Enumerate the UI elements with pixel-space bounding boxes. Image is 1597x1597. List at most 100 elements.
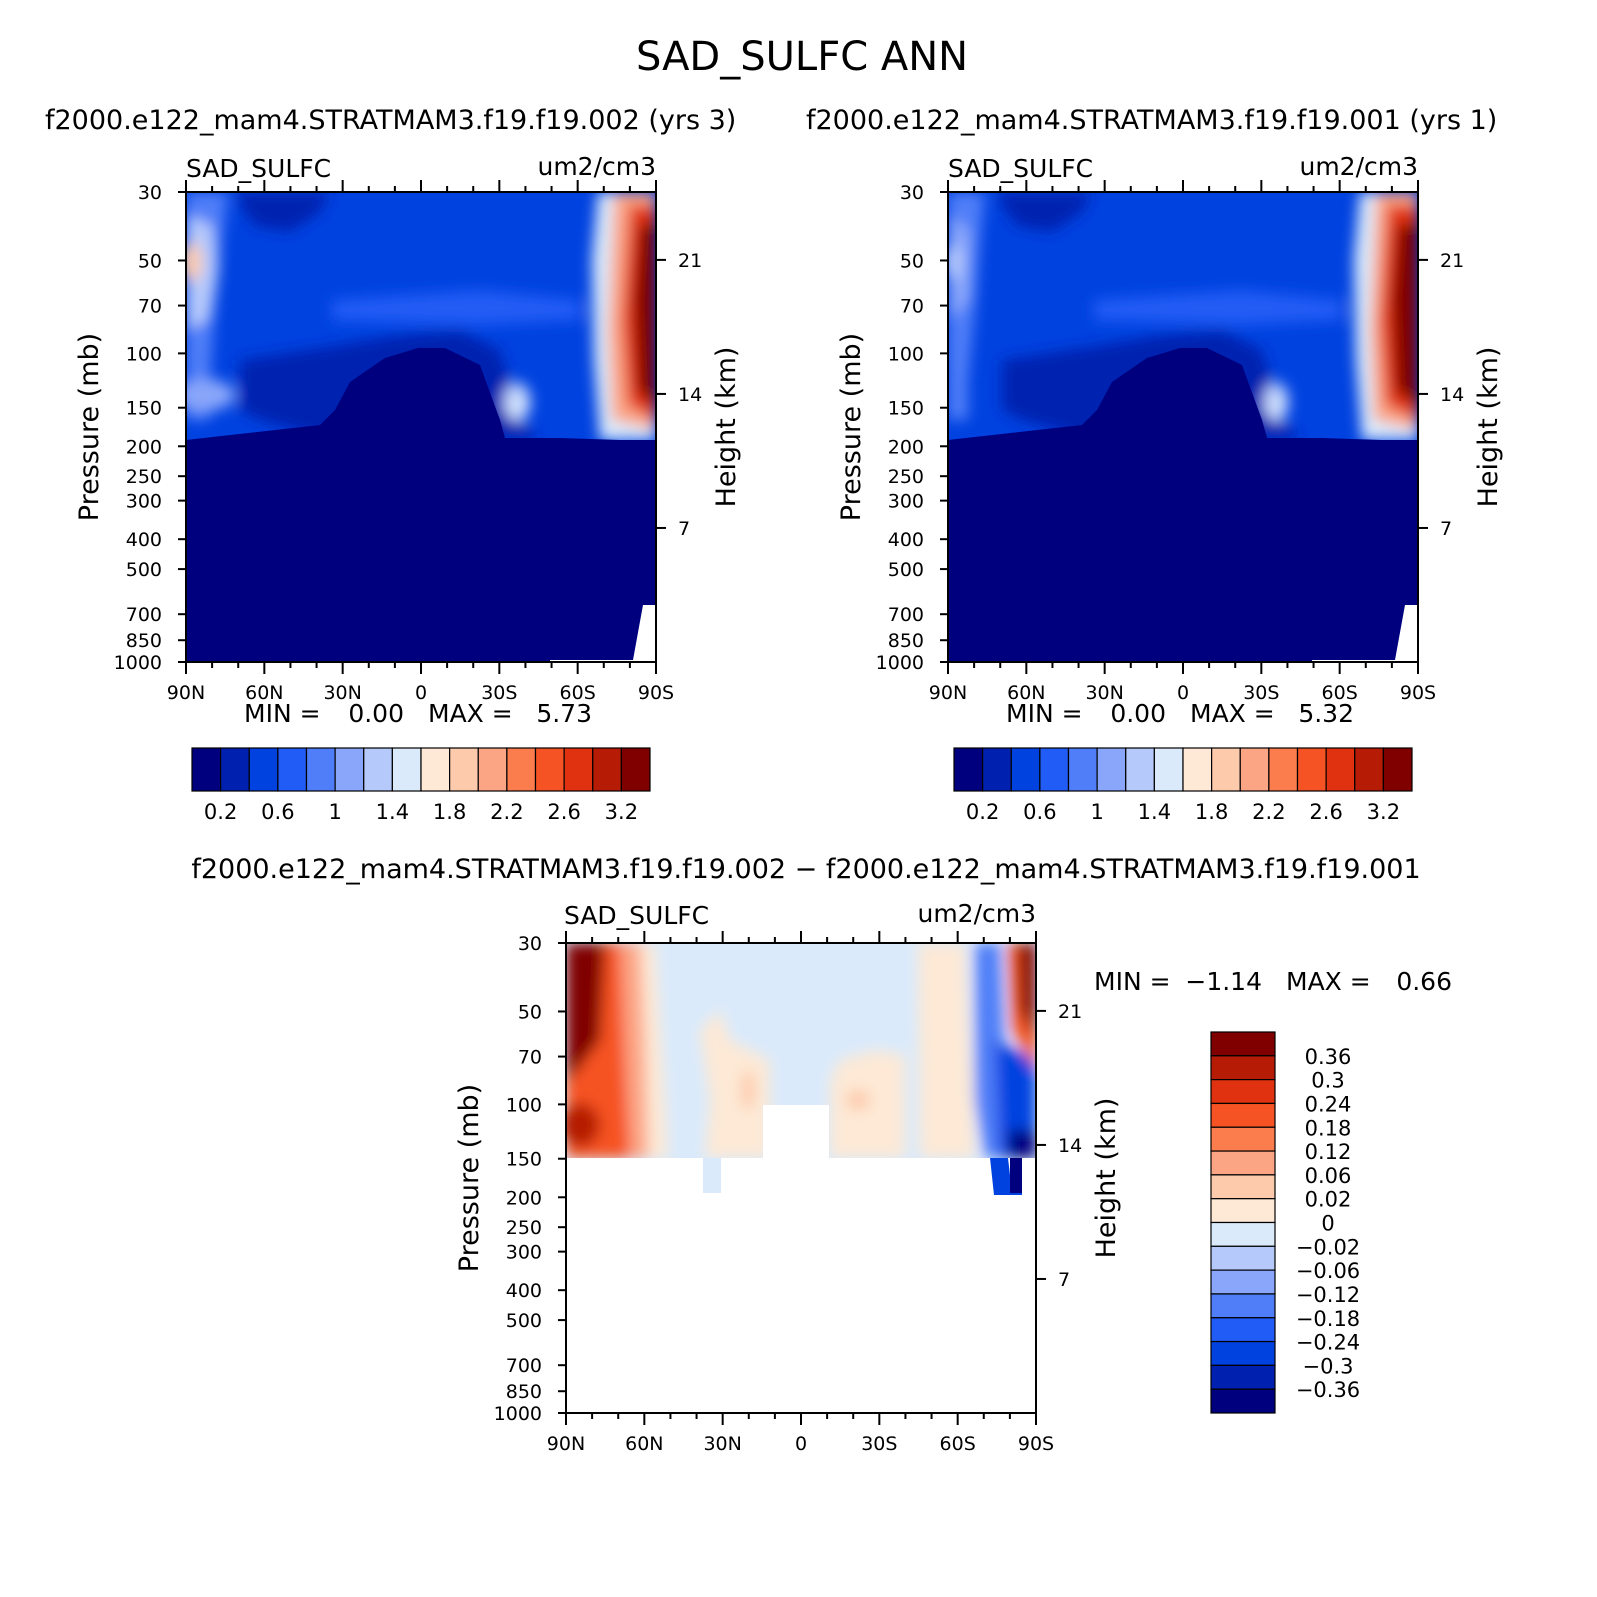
- y2-tick-label: 21: [1058, 1001, 1082, 1023]
- colorbar-label: 2.2: [1252, 800, 1285, 824]
- colorbar-swatch: [1210, 1364, 1276, 1390]
- colorbar-swatch: [1210, 1079, 1276, 1105]
- left-ylabel: Pressure (mb): [74, 333, 105, 521]
- colorbar-label: 1.4: [376, 800, 409, 824]
- subtitle-left: f2000.e122_mam4.STRATMAM3.f19.f19.002 (y…: [45, 105, 736, 136]
- left-min-label: MIN =: [244, 699, 321, 728]
- y-tick-label: 70: [900, 296, 924, 318]
- left-colorbar: 0.2 0.6 1 1.4 1.8 2.2 2.6 3.2: [191, 747, 651, 824]
- right-y2label: Height (km): [1473, 347, 1504, 508]
- left-midlevel-band: [332, 290, 580, 325]
- difference-min-label: MIN =: [1094, 967, 1171, 996]
- difference-extension-30n: [703, 1158, 721, 1193]
- colorbar-label: 2.6: [1309, 800, 1342, 824]
- left-pole-low-spot: [186, 379, 235, 411]
- colorbar-swatch: [1354, 747, 1384, 792]
- y-tick-label: 150: [126, 398, 162, 420]
- x-tick-label: 30N: [703, 1433, 741, 1455]
- y2-tick-label: 14: [678, 384, 702, 406]
- y-tick-label: 500: [888, 559, 924, 581]
- colorbar-swatch: [1039, 747, 1070, 792]
- difference-panel: SAD_SULFC um2/cm3 90N 60N 30N 0 30S 60S 90S 30…: [454, 899, 1452, 1455]
- colorbar-swatch: [305, 747, 336, 792]
- colorbar-swatch: [534, 747, 565, 792]
- y-tick-label: 100: [888, 343, 924, 365]
- colorbar-label: 2.6: [547, 800, 580, 824]
- colorbar-swatch: [1182, 747, 1213, 792]
- difference-title: f2000.e122_mam4.STRATMAM3.f19.f19.002 − …: [191, 854, 1420, 885]
- left-south-pole-maroon: [634, 225, 656, 405]
- colorbar-swatch: [363, 747, 393, 792]
- main-title: SAD_SULFC ANN: [636, 34, 968, 80]
- y-tick-label: 200: [888, 436, 924, 458]
- colorbar-label: 3.2: [1367, 800, 1400, 824]
- x-tick-label: 90N: [929, 682, 967, 704]
- left-y2-axis: 21 14 7: [656, 250, 702, 540]
- colorbar-swatch: [391, 747, 422, 792]
- x-tick-label: 30S: [481, 682, 517, 704]
- y-tick-label: 100: [126, 343, 162, 365]
- y-tick-label: 200: [126, 436, 162, 458]
- difference-masked-troposphere: [566, 1158, 1036, 1413]
- difference-spot-20s: [846, 1090, 870, 1110]
- y-tick-label: 100: [506, 1094, 542, 1116]
- colorbar-swatch: [1210, 1293, 1276, 1319]
- left-missing-data-corner: [550, 605, 656, 662]
- y-tick-label: 150: [506, 1149, 542, 1171]
- y-tick-label: 30: [900, 182, 924, 204]
- x-tick-label: 0: [1177, 682, 1189, 704]
- right-midlevel-band: [1094, 290, 1342, 325]
- difference-patch-30n: [700, 1010, 770, 1158]
- right-pole-light-spot: [948, 244, 962, 280]
- left-x-axis: 90N 60N 30N 0 30S 60S 90S: [167, 180, 674, 704]
- colorbar-swatch: [1211, 747, 1241, 792]
- y-tick-label: 250: [506, 1217, 542, 1239]
- colorbar-swatch: [1382, 747, 1413, 792]
- colorbar-label: −0.06: [1296, 1259, 1360, 1283]
- y-tick-label: 250: [126, 466, 162, 488]
- colorbar-label: 0.36: [1305, 1045, 1352, 1069]
- left-panel: SAD_SULFC um2/cm3 90N 60N 30N 0 30S 60S 90S 30…: [74, 152, 742, 824]
- right-colorbar: 0.2 0.6 1 1.4 1.8 2.2 2.6 3.2: [953, 747, 1413, 824]
- subtitle-right: f2000.e122_mam4.STRATMAM3.f19.f19.001 (y…: [806, 105, 1497, 136]
- x-tick-label: 30N: [323, 682, 361, 704]
- y-tick-label: 300: [506, 1242, 542, 1264]
- right-panel: SAD_SULFC um2/cm3 90N 60N 30N 0 30S 60S 90S 30…: [836, 152, 1504, 824]
- y-tick-label: 1000: [114, 652, 162, 674]
- colorbar-label: 0.2: [966, 800, 999, 824]
- colorbar-label: −0.3: [1303, 1354, 1354, 1378]
- colorbar-label: 1: [1090, 800, 1103, 824]
- y-tick-label: 1000: [876, 652, 924, 674]
- y2-tick-label: 21: [678, 250, 702, 272]
- colorbar-swatch: [1210, 1150, 1276, 1176]
- difference-patch-60s: [918, 943, 975, 1158]
- difference-south-neg-darkest: [1008, 1130, 1036, 1158]
- colorbar-label: 1.4: [1138, 800, 1171, 824]
- y-tick-label: 400: [506, 1280, 542, 1302]
- difference-variable-label: SAD_SULFC: [564, 901, 709, 930]
- y-tick-label: 1000: [494, 1403, 542, 1425]
- right-top-dark-band: [998, 192, 1092, 232]
- difference-contour-field: [566, 943, 1036, 1413]
- colorbar-label: 2.2: [490, 800, 523, 824]
- colorbar-label: 0.06: [1305, 1164, 1352, 1188]
- y-tick-label: 200: [506, 1187, 542, 1209]
- colorbar-swatch: [1210, 1340, 1276, 1366]
- difference-spot-30n: [741, 1070, 755, 1110]
- colorbar-swatch: [248, 747, 279, 792]
- right-min-value: 0.00: [1110, 699, 1166, 728]
- x-tick-label: 90S: [1018, 1433, 1054, 1455]
- colorbar-swatch: [506, 747, 537, 792]
- x-tick-label: 60S: [1322, 682, 1358, 704]
- y-tick-label: 30: [518, 933, 542, 955]
- right-contour-field: [948, 192, 1418, 662]
- x-tick-label: 30S: [861, 1433, 897, 1455]
- colorbar-label: 0.02: [1305, 1188, 1352, 1212]
- right-missing-data-corner: [1312, 605, 1418, 662]
- right-y2-axis: 21 14 7: [1418, 250, 1464, 540]
- colorbar-swatch: [982, 747, 1012, 792]
